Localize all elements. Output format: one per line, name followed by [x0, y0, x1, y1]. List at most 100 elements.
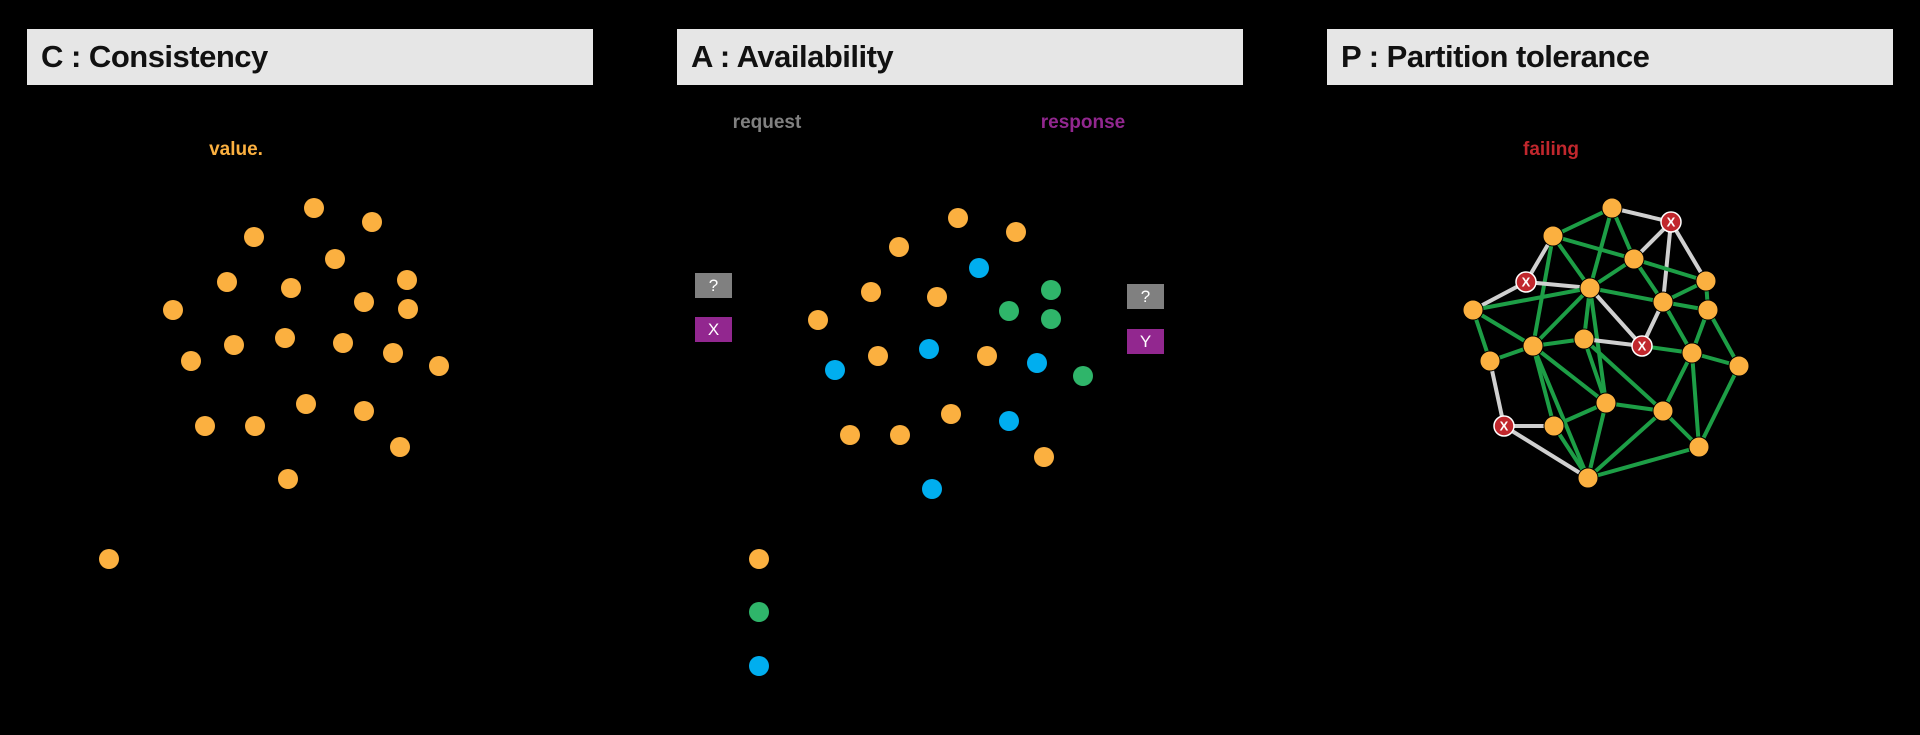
partition-node — [1623, 248, 1645, 270]
consistency-title: C : Consistency — [27, 29, 593, 85]
partition-node — [1522, 335, 1544, 357]
failed-mark: X — [1522, 275, 1531, 290]
partition-diagram: failing X X X X — [1462, 139, 1750, 489]
partition-link-active — [1589, 286, 1664, 304]
partition-node — [1728, 355, 1750, 377]
consistency-node — [224, 335, 244, 355]
availability-node-green — [1041, 280, 1061, 300]
partition-link-active — [1661, 352, 1694, 412]
partition-link-active — [1586, 402, 1608, 479]
failed-mark: X — [1500, 419, 1509, 434]
consistency-node — [354, 401, 374, 421]
partition-node — [1573, 328, 1595, 350]
availability-node-orange — [927, 287, 947, 307]
availability-panel: A : Availability request response ? X ? … — [677, 0, 1243, 735]
availability-node-orange — [889, 237, 909, 257]
availability-node-blue — [825, 360, 845, 380]
response-box-y-text: Y — [1140, 332, 1151, 351]
availability-title: A : Availability — [677, 29, 1243, 85]
partition-node — [1652, 400, 1674, 422]
partition-node — [1462, 299, 1484, 321]
partition-link-active — [1697, 365, 1741, 448]
partition-node — [1652, 291, 1674, 313]
availability-node-orange — [1006, 222, 1026, 242]
consistency-node — [397, 270, 417, 290]
partition-link-active — [1551, 234, 1592, 290]
consistency-node — [163, 300, 183, 320]
partition-link-active — [1586, 409, 1665, 480]
partition-link-active — [1706, 309, 1741, 367]
partition-link-active — [1588, 287, 1608, 404]
availability-node-blue — [922, 479, 942, 499]
consistency-node — [181, 351, 201, 371]
partition-title: P : Partition tolerance — [1327, 29, 1893, 85]
partition-link-broken — [1502, 424, 1590, 480]
partition-link-broken — [1661, 221, 1673, 303]
failing-label: failing — [1523, 139, 1579, 160]
availability-node-blue — [749, 656, 769, 676]
partition-link-active — [1633, 257, 1707, 283]
request-box-question — [695, 273, 732, 298]
availability-node-green — [749, 602, 769, 622]
partition-node — [1543, 415, 1565, 437]
availability-node-orange — [861, 282, 881, 302]
request-box-question-text: ? — [709, 276, 718, 295]
consistency-node — [195, 416, 215, 436]
partition-node — [1697, 299, 1719, 321]
availability-node-orange — [868, 346, 888, 366]
consistency-node — [217, 272, 237, 292]
consistency-node — [296, 394, 316, 414]
partition-link-active — [1471, 308, 1535, 348]
partition-node-failed — [1493, 415, 1515, 437]
consistency-node — [99, 549, 119, 569]
partition-link-active — [1582, 338, 1608, 404]
partition-node — [1577, 467, 1599, 489]
availability-node-orange — [808, 310, 828, 330]
consistency-diagram: value. — [99, 139, 449, 569]
availability-node-orange — [948, 208, 968, 228]
partition-node-failed — [1631, 335, 1653, 357]
request-box-x-text: X — [708, 320, 719, 339]
consistency-node — [281, 278, 301, 298]
request-label: request — [733, 112, 802, 133]
consistency-node — [362, 212, 382, 232]
availability-node-green — [1073, 366, 1093, 386]
partition-node-failed — [1515, 271, 1537, 293]
partition-link-active — [1531, 286, 1592, 348]
availability-node-orange — [941, 404, 961, 424]
consistency-node — [333, 333, 353, 353]
partition-link-broken — [1669, 220, 1708, 283]
availability-node-blue — [1027, 353, 1047, 373]
partition-node — [1542, 225, 1564, 247]
availability-node-green — [999, 301, 1019, 321]
availability-node-orange — [840, 425, 860, 445]
consistency-node — [390, 437, 410, 457]
availability-node-green — [1041, 309, 1061, 329]
partition-link-broken — [1488, 360, 1506, 427]
consistency-node — [304, 198, 324, 218]
partition-node — [1688, 436, 1710, 458]
availability-node-blue — [919, 339, 939, 359]
consistency-node — [354, 292, 374, 312]
response-box-question-text: ? — [1141, 287, 1150, 306]
partition-node — [1595, 392, 1617, 414]
partition-link-broken — [1588, 286, 1644, 348]
failed-mark: X — [1638, 339, 1647, 354]
partition-link-active — [1472, 286, 1591, 312]
consistency-node — [245, 416, 265, 436]
consistency-value-label: value. — [209, 139, 263, 160]
availability-diagram: request response ? X ? Y — [695, 112, 1164, 676]
partition-link-active — [1552, 206, 1613, 238]
availability-node-blue — [969, 258, 989, 278]
consistency-node — [383, 343, 403, 363]
partition-node — [1579, 277, 1601, 299]
partition-node — [1479, 350, 1501, 372]
partition-node — [1695, 270, 1717, 292]
availability-node-orange — [890, 425, 910, 445]
partition-link-active — [1690, 352, 1701, 448]
failed-mark: X — [1667, 215, 1676, 230]
consistency-node — [244, 227, 264, 247]
availability-node-orange — [1034, 447, 1054, 467]
availability-node-blue — [999, 411, 1019, 431]
partition-link-active — [1552, 234, 1635, 261]
